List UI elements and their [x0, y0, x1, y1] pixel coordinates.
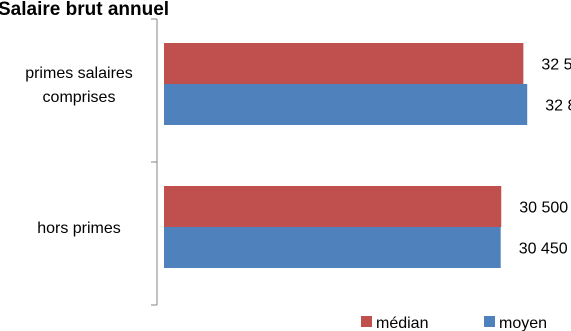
bars: [164, 43, 528, 268]
category-label: primes salaires comprises: [25, 65, 133, 106]
data-label: 32 500: [541, 57, 571, 74]
category-axis: [151, 18, 158, 306]
bar-médian-2: [164, 186, 502, 227]
chart-title: Salaire brut annuel: [0, 0, 169, 20]
legend-label-médian: médian: [376, 315, 428, 331]
bar-moyen-2: [164, 227, 501, 268]
legend-label-moyen: moyen: [499, 315, 547, 331]
data-label: 32 849: [545, 98, 571, 115]
legend-swatch-moyen: [484, 316, 495, 327]
category-labels: primes salaires comprises hors primes: [25, 65, 133, 237]
legend-swatch-médian: [361, 316, 372, 327]
category-label: hors primes: [37, 220, 121, 237]
data-label: 30 500: [519, 200, 568, 217]
data-label: 30 450: [519, 241, 568, 258]
bar-moyen-1: [164, 84, 528, 125]
bar-médian-1: [164, 43, 524, 84]
legend: médian moyen: [361, 315, 547, 331]
data-labels: 32 500 32 849 30 500 30 450: [519, 57, 571, 258]
